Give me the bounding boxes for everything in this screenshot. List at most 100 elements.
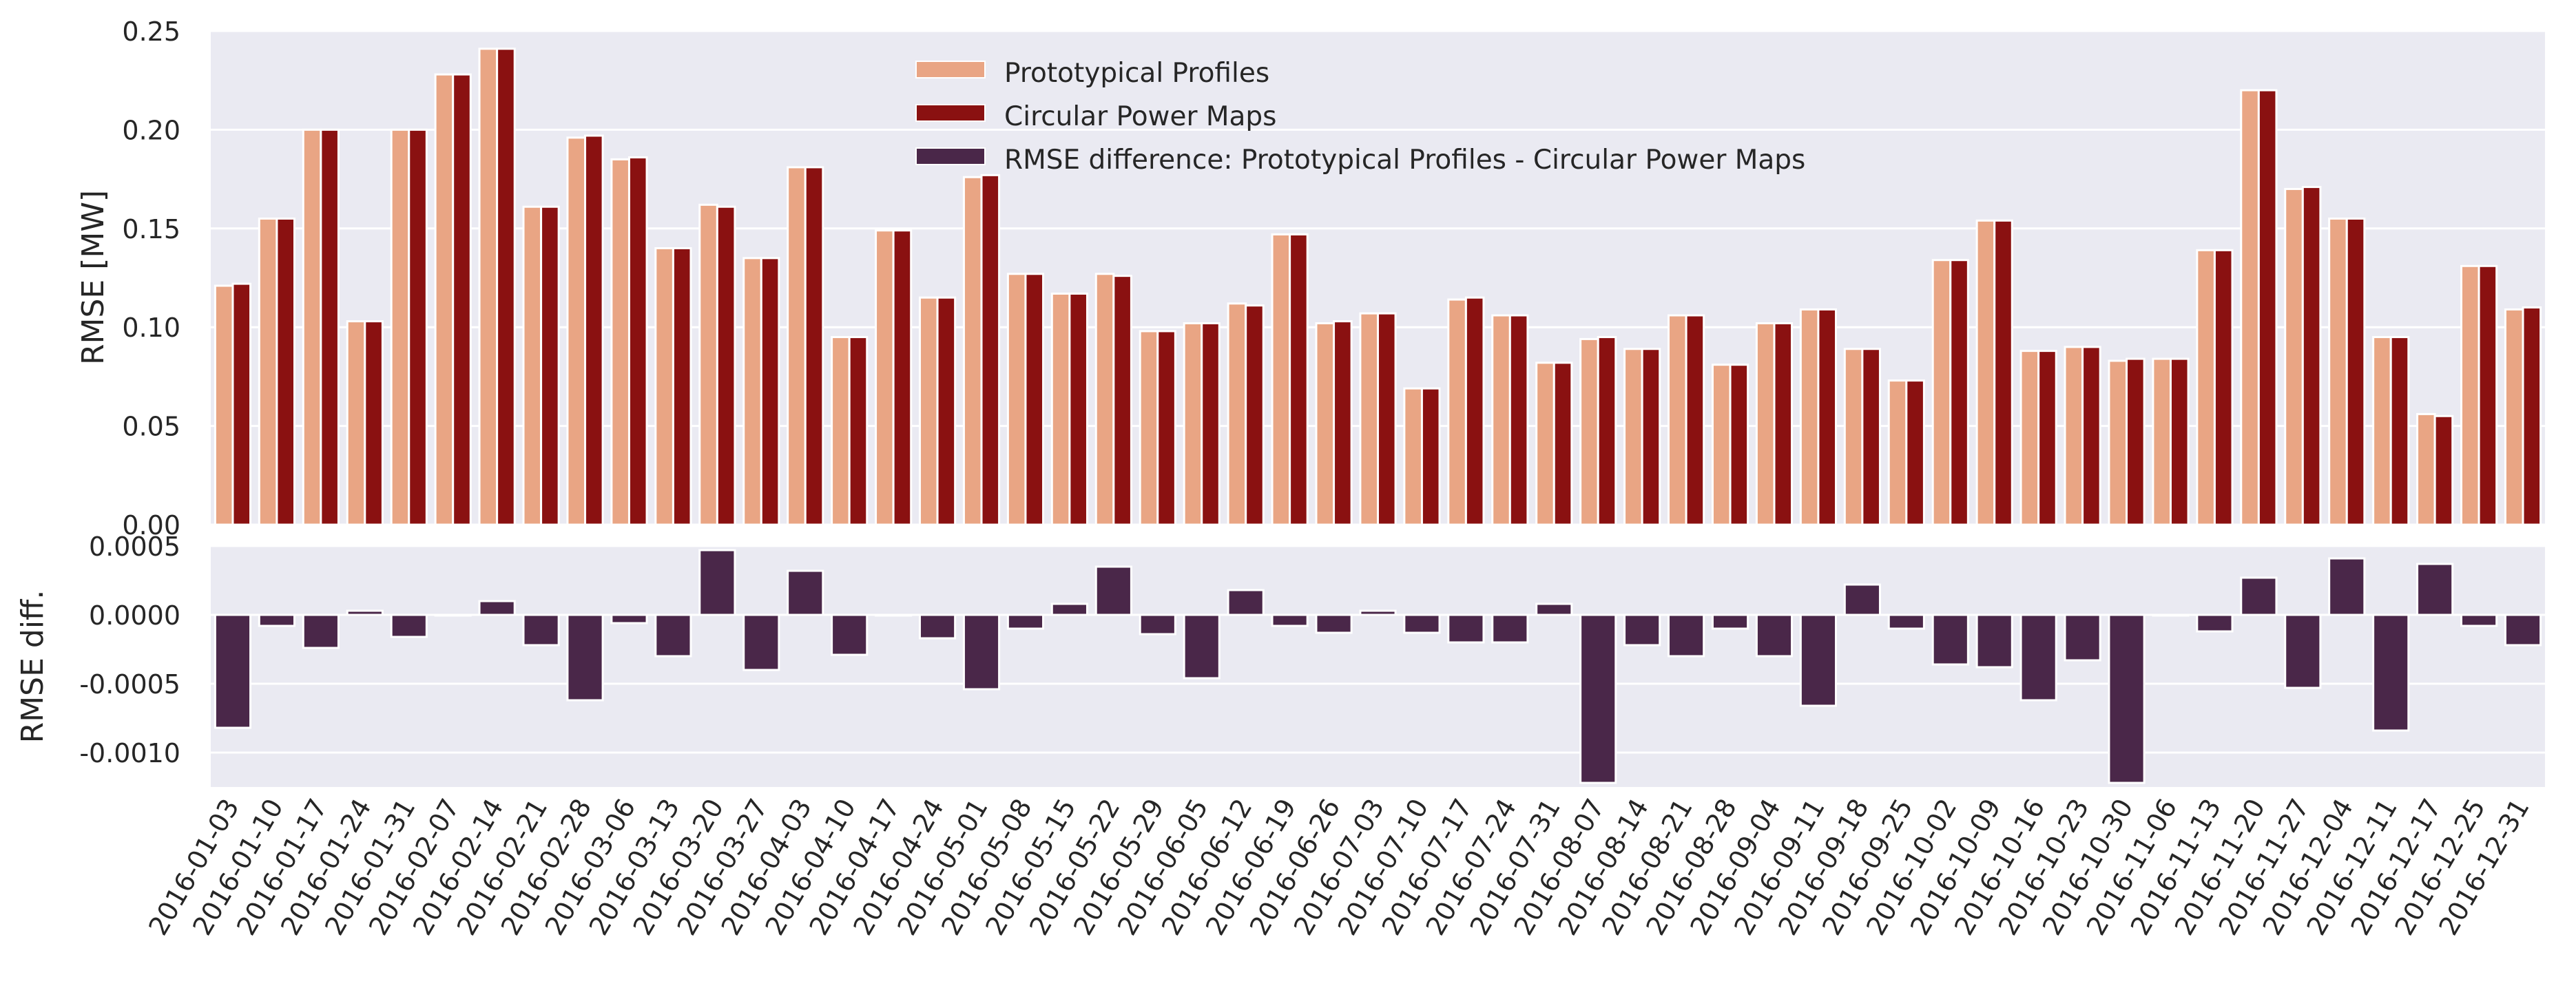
- bar-prototypical-profiles: [1579, 337, 1599, 526]
- bar-prototypical-profiles: [434, 73, 455, 526]
- bar-circular-power-maps: [1949, 259, 1969, 526]
- bar-prototypical-profiles: [302, 128, 322, 526]
- bar-rmse-difference: [2240, 576, 2278, 616]
- bar-prototypical-profiles: [962, 176, 983, 526]
- bar-prototypical-profiles: [654, 246, 674, 526]
- bar-prototypical-profiles: [875, 229, 895, 526]
- bottom-y-tick-label: -0.0005: [79, 669, 180, 700]
- bar-rmse-difference: [2372, 613, 2410, 732]
- bar-rmse-difference: [1050, 602, 1088, 616]
- bar-rmse-difference: [787, 569, 824, 616]
- bar-rmse-difference: [698, 549, 736, 616]
- bar-circular-power-maps: [2345, 217, 2366, 526]
- bar-rmse-difference: [1975, 613, 2013, 669]
- bar-circular-power-maps: [2169, 357, 2190, 526]
- bar-circular-power-maps: [364, 320, 384, 526]
- legend-swatch-circular-power-maps: [915, 104, 986, 122]
- bar-rmse-difference: [610, 613, 648, 625]
- bar-rmse-difference: [2108, 613, 2146, 784]
- bar-rmse-difference: [1447, 613, 1485, 644]
- bar-prototypical-profiles: [1799, 308, 1820, 526]
- bar-rmse-difference: [2019, 613, 2057, 702]
- bar-circular-power-maps: [804, 166, 824, 526]
- bar-circular-power-maps: [2301, 186, 2322, 526]
- bottom-y-tick-labels: 0.0005 0.0000 -0.0005 -0.0010: [79, 532, 180, 768]
- bar-rmse-difference: [1623, 613, 1661, 647]
- bar-rmse-difference: [1535, 602, 1573, 616]
- bottom-y-tick-label: 0.0000: [89, 600, 180, 631]
- bar-circular-power-maps: [1201, 322, 1221, 526]
- bar-prototypical-profiles: [2152, 357, 2172, 526]
- bar-rmse-difference: [1491, 613, 1529, 644]
- bottom-y-axis-label: RMSE diff.: [15, 590, 50, 744]
- bar-prototypical-profiles: [1491, 314, 1511, 526]
- bar-prototypical-profiles: [1006, 273, 1027, 526]
- top-bars: [214, 48, 2542, 526]
- bar-rmse-difference: [258, 613, 295, 627]
- bar-circular-power-maps: [1508, 314, 1529, 526]
- bar-circular-power-maps: [1641, 348, 1661, 526]
- bar-prototypical-profiles: [1755, 322, 1776, 526]
- bar-circular-power-maps: [980, 174, 1001, 526]
- bar-circular-power-maps: [1993, 219, 2013, 526]
- bar-prototypical-profiles: [346, 320, 366, 526]
- bar-circular-power-maps: [2081, 346, 2101, 526]
- bar-circular-power-maps: [496, 48, 516, 526]
- top-y-tick-label: 0.15: [122, 214, 180, 244]
- bottom-panel: 0.0005 0.0000 -0.0005 -0.0010 RMSE diff.: [15, 532, 2545, 787]
- bar-rmse-difference: [1668, 613, 1705, 658]
- bar-prototypical-profiles: [831, 336, 851, 526]
- bar-rmse-difference: [2284, 613, 2322, 689]
- bar-prototypical-profiles: [2504, 308, 2524, 526]
- top-y-tick-label: 0.00: [122, 510, 180, 541]
- bar-prototypical-profiles: [742, 257, 762, 526]
- bar-prototypical-profiles: [2240, 89, 2260, 526]
- bar-circular-power-maps: [1817, 308, 1838, 526]
- bar-circular-power-maps: [2389, 336, 2410, 526]
- bar-circular-power-maps: [1861, 348, 1881, 526]
- bar-prototypical-profiles: [214, 284, 234, 526]
- bar-rmse-difference: [302, 613, 340, 649]
- bar-circular-power-maps: [1729, 364, 1749, 526]
- bar-rmse-difference: [1931, 613, 1969, 666]
- bar-prototypical-profiles: [610, 158, 630, 526]
- bar-prototypical-profiles: [1668, 314, 1687, 526]
- bar-circular-power-maps: [1597, 336, 1617, 526]
- bottom-y-tick-label: 0.0005: [89, 532, 180, 562]
- bar-prototypical-profiles: [2372, 336, 2392, 526]
- bar-rmse-difference: [1843, 583, 1881, 616]
- bar-circular-power-maps: [2433, 414, 2454, 526]
- bar-prototypical-profiles: [2019, 350, 2040, 526]
- bar-prototypical-profiles: [1359, 312, 1379, 526]
- bar-circular-power-maps: [1464, 296, 1485, 526]
- bar-rmse-difference: [654, 613, 692, 658]
- bar-prototypical-profiles: [1623, 348, 1643, 526]
- top-y-axis-label: RMSE [MW]: [76, 190, 111, 365]
- bar-rmse-difference: [2460, 613, 2498, 627]
- bar-prototypical-profiles: [1931, 259, 1952, 526]
- bar-circular-power-maps: [1420, 387, 1441, 526]
- bar-circular-power-maps: [1112, 275, 1132, 526]
- bar-circular-power-maps: [760, 257, 780, 526]
- bar-rmse-difference: [566, 613, 604, 702]
- bar-circular-power-maps: [1552, 361, 1573, 526]
- bar-prototypical-profiles: [698, 203, 718, 526]
- bar-rmse-difference: [2196, 613, 2234, 633]
- bar-prototypical-profiles: [918, 296, 939, 526]
- bar-circular-power-maps: [1289, 233, 1309, 526]
- bar-prototypical-profiles: [1447, 298, 1467, 526]
- bar-circular-power-maps: [1377, 312, 1397, 526]
- bar-circular-power-maps: [2478, 264, 2498, 526]
- bar-prototypical-profiles: [1403, 387, 1423, 526]
- bar-circular-power-maps: [892, 229, 913, 526]
- bar-rmse-difference: [962, 613, 1001, 691]
- bar-prototypical-profiles: [258, 217, 278, 526]
- bar-rmse-difference: [522, 613, 560, 647]
- legend-swatch-prototypical-profiles: [915, 61, 986, 78]
- bar-rmse-difference: [918, 613, 957, 640]
- bar-rmse-difference: [1227, 589, 1265, 616]
- bar-prototypical-profiles: [1094, 273, 1115, 526]
- bar-rmse-difference: [1271, 613, 1309, 627]
- bar-circular-power-maps: [1245, 304, 1265, 526]
